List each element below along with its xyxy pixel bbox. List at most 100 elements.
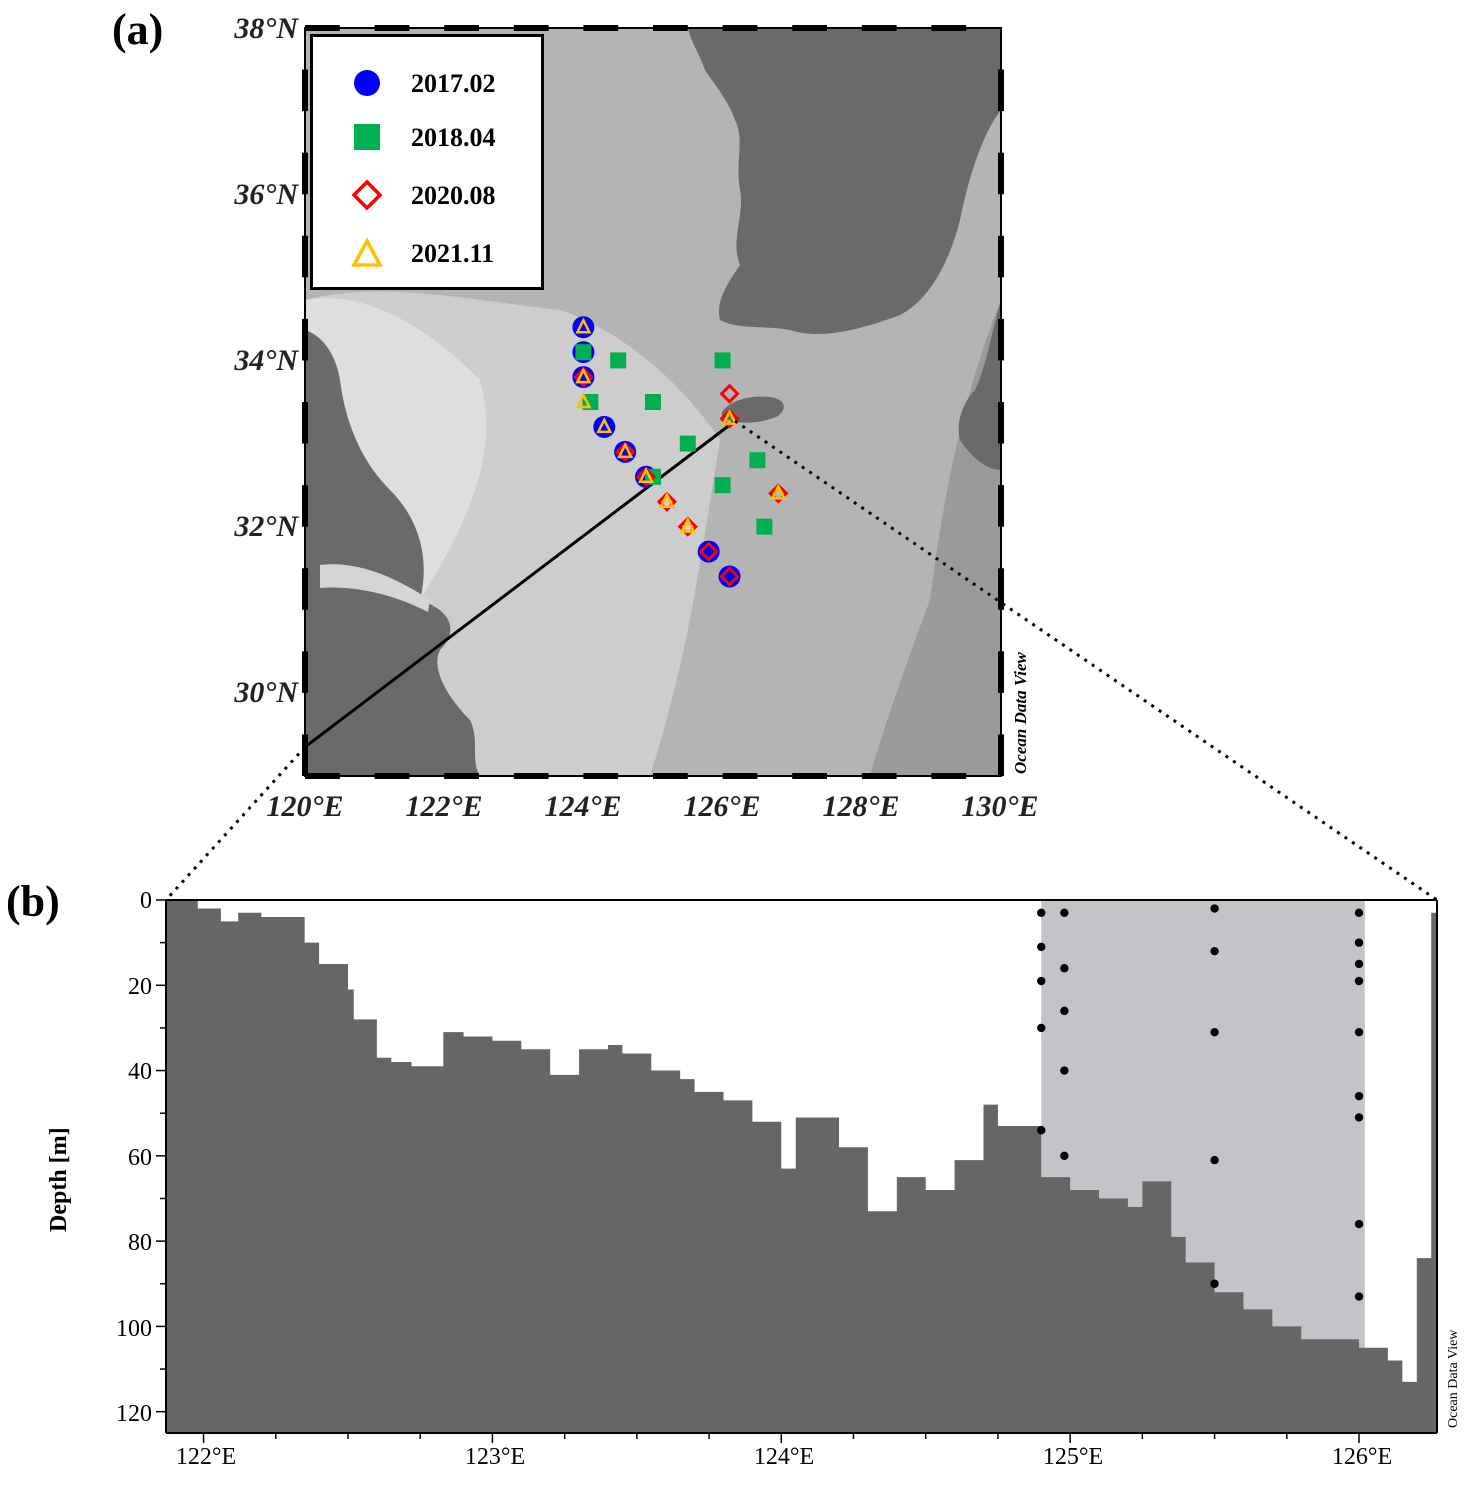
frame-tick — [998, 402, 1004, 444]
map-legend: 2017.02 2018.04 2020.08 2021.11 — [310, 34, 544, 290]
frame-tick — [302, 402, 308, 444]
frame-tick — [998, 152, 1004, 195]
ytick-0: 0 — [140, 888, 152, 914]
frame-tick — [302, 152, 308, 195]
station-2021-triangle — [721, 408, 738, 425]
frame-tick — [722, 773, 758, 779]
frame-tick — [583, 25, 619, 31]
lat-label-34: 34°N — [234, 344, 298, 377]
station-2021-triangle — [679, 516, 696, 533]
korean-peninsula — [688, 28, 1001, 335]
section-credit: Ocean Data View — [1446, 1329, 1461, 1428]
frame-tick — [653, 773, 688, 779]
station-2021-triangle — [658, 491, 675, 508]
xtick-125: 125°E — [1042, 1444, 1104, 1470]
sample-point — [1354, 1292, 1364, 1301]
sample-point — [1210, 1279, 1219, 1288]
ytick-60: 60 — [128, 1145, 152, 1171]
station-2020-diamond — [615, 441, 636, 462]
panel-a-label: (a) — [112, 5, 164, 54]
frame-tick — [653, 25, 688, 31]
lon-label-124: 124°E — [544, 790, 622, 823]
frame-tick — [861, 773, 897, 779]
lon-label-120: 120°E — [266, 790, 344, 823]
sample-point — [1354, 1091, 1364, 1101]
frame-tick — [998, 651, 1004, 693]
station-2017-circle — [697, 540, 720, 563]
ytick-100: 100 — [116, 1316, 152, 1342]
ytick-20: 20 — [128, 974, 152, 1000]
ytick-40: 40 — [128, 1059, 152, 1085]
ytick-120: 120 — [116, 1401, 152, 1427]
station-2018-square — [645, 394, 661, 410]
frame-tick — [444, 25, 479, 31]
lat-label-36: 36°N — [234, 178, 298, 211]
legend-label-2021: 2021.11 — [411, 239, 495, 268]
station-2018-square — [679, 435, 696, 452]
lat-label-30: 30°N — [234, 676, 298, 709]
sample-point — [1060, 1006, 1069, 1016]
triangle-marker-icon — [351, 237, 383, 267]
legend-label-2018: 2018.04 — [411, 123, 496, 152]
frame-tick — [861, 25, 897, 31]
square-marker-icon — [354, 124, 380, 150]
station-2018-square — [756, 518, 773, 535]
china-coast — [305, 330, 480, 776]
station-2018-square — [749, 452, 766, 469]
frame-tick — [302, 651, 308, 693]
yangtze-estuary — [320, 564, 430, 612]
sample-point — [1060, 908, 1069, 917]
sample-point — [1210, 1027, 1219, 1037]
sample-point — [1060, 964, 1069, 973]
station-2020-diamond — [719, 566, 740, 587]
frame-tick — [998, 318, 1004, 361]
sample-point — [1354, 1219, 1364, 1229]
legend-item-2018: 2018.04 — [313, 117, 541, 157]
sample-point — [1060, 1151, 1069, 1161]
sample-point — [1354, 976, 1364, 986]
sample-point — [1354, 1113, 1364, 1122]
frame-tick — [998, 485, 1004, 527]
frame-tick — [374, 25, 410, 31]
frame-tick — [302, 734, 308, 776]
station-2021-triangle — [617, 442, 634, 459]
station-2021-triangle — [596, 417, 613, 434]
frame-tick — [513, 25, 549, 31]
station-2021-triangle — [770, 483, 787, 500]
legend-label-2017: 2017.02 — [411, 69, 496, 98]
map-credit: Ocean Data View — [1011, 652, 1030, 774]
panel-b-label: (b) — [6, 877, 60, 926]
sample-point — [1354, 938, 1364, 947]
sample-point — [1037, 1126, 1046, 1135]
station-2018-square — [714, 477, 731, 494]
station-2017-circle — [718, 565, 741, 588]
frame-tick — [931, 773, 967, 779]
legend-item-2020: 2020.08 — [313, 175, 541, 215]
sample-point — [1210, 946, 1219, 956]
frame-tick — [305, 773, 340, 779]
station-2021-triangle — [575, 317, 592, 334]
station-2018-square — [610, 352, 627, 369]
lat-label-38: 38°N — [234, 12, 298, 45]
station-2020-diamond — [768, 483, 789, 504]
lon-label-128: 128°E — [822, 790, 900, 823]
frame-tick — [305, 25, 340, 31]
station-markers — [572, 316, 789, 588]
legend-item-2017: 2017.02 — [313, 63, 541, 103]
frame-tick — [583, 773, 619, 779]
ytick-80: 80 — [128, 1230, 152, 1256]
sample-point — [1210, 1155, 1219, 1165]
frame-tick — [998, 69, 1004, 112]
frame-tick — [302, 485, 308, 527]
station-2021-triangle — [575, 367, 592, 384]
section-plot — [156, 899, 1438, 1443]
xtick-124: 124°E — [753, 1444, 815, 1470]
legend-item-2021: 2021.11 — [313, 233, 541, 273]
frame-tick — [792, 25, 827, 31]
connector-right — [734, 419, 1438, 902]
transect-line — [305, 419, 736, 749]
sample-point — [1354, 959, 1364, 969]
frame-tick — [374, 773, 410, 779]
frame-tick — [302, 235, 308, 278]
